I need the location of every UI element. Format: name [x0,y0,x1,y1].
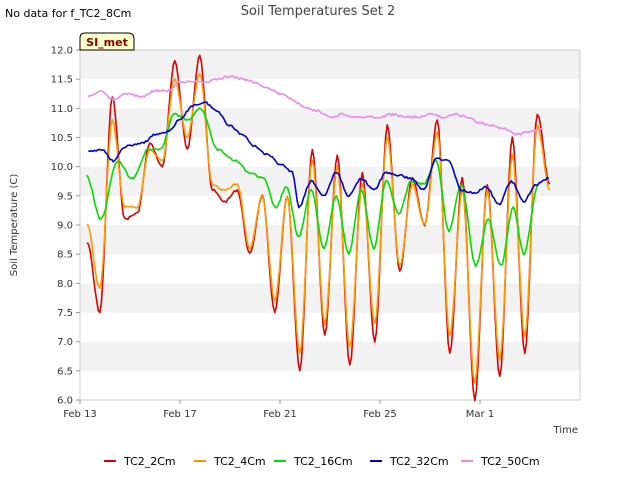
site-badge: SI_met [79,32,135,51]
series-line-tc2-50cm [87,75,543,136]
series-lines [85,54,551,402]
legend: TC2_2Cm TC2_4Cm TC2_16Cm TC2_32Cm TC2_50Cm [104,455,540,468]
y-tick-label: 6.0 [57,396,73,407]
grid-band [80,108,580,138]
y-axis-ticks: 6.0 6.5 7.0 7.5 8.0 8.5 9.0 9.5 10.0 10.5 11.0 11.5… [51,46,80,407]
y-tick-label: 9.5 [57,191,73,202]
y-tick-label: 8.0 [57,279,73,290]
legend-label: TC2_4Cm [213,455,266,468]
legend-item: TC2_50Cm [461,455,540,468]
chart-title: Soil Temperatures Set 2 [241,4,396,19]
x-axis-ticks: Feb 13 Feb 17 Feb 21 Feb 25 Mar 1 [63,400,494,420]
no-data-note: No data for f_TC2_8Cm [5,7,132,20]
plot-background-bands [80,50,580,400]
legend-item: TC2_16Cm [274,455,353,468]
legend-label: TC2_32Cm [389,455,449,468]
legend-label: TC2_2Cm [123,455,176,468]
legend-item: TC2_4Cm [194,455,266,468]
grid-band [80,79,580,109]
y-tick-label: 7.5 [57,308,73,319]
y-axis-label: Soil Temperature (C) [9,174,20,277]
legend-item: TC2_2Cm [104,455,176,468]
x-tick-label: Mar 1 [466,409,494,420]
y-tick-label: 7.0 [57,337,73,348]
series-line-tc2-32cm [88,101,550,209]
grid-band [80,166,580,196]
x-tick-label: Feb 13 [63,409,97,420]
y-tick-label: 12.0 [51,46,73,57]
grid-band [80,283,580,313]
y-tick-label: 10.0 [51,162,73,173]
legend-label: TC2_16Cm [293,455,353,468]
grid-band [80,341,580,371]
grid-band [80,50,580,80]
grid-band [80,225,580,255]
legend-label: TC2_50Cm [480,455,540,468]
series-line-tc2-4cm [86,73,551,384]
x-axis-label: Time [553,425,578,436]
y-tick-label: 6.5 [57,366,73,377]
y-tick-label: 11.5 [51,75,73,86]
grid-band [80,312,580,342]
y-tick-label: 9.0 [57,221,73,232]
grid-band [80,370,580,400]
y-tick-label: 10.5 [51,133,73,144]
badge-label: SI_met [86,36,128,49]
y-tick-label: 8.5 [57,250,73,261]
legend-item: TC2_32Cm [370,455,449,468]
x-tick-label: Feb 17 [163,409,197,420]
badge-shape [79,32,135,51]
y-tick-label: 11.0 [51,104,73,115]
x-tick-label: Feb 21 [263,409,297,420]
x-tick-label: Feb 25 [363,409,397,420]
